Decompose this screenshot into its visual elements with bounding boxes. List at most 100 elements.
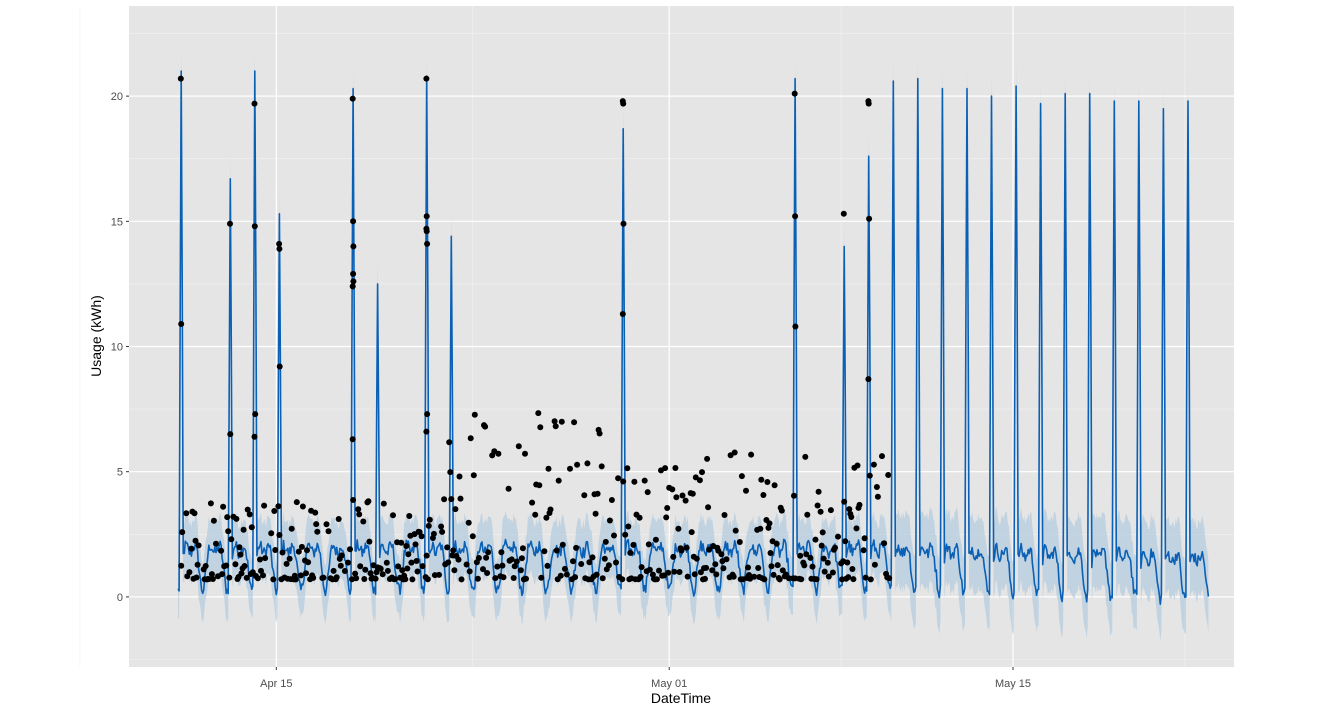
observed-point <box>258 567 264 574</box>
observed-point <box>589 554 596 561</box>
observed-point <box>557 572 564 579</box>
observed-point <box>861 535 868 542</box>
observed-point <box>866 472 873 479</box>
observed-point <box>755 565 762 571</box>
observed-point-peak <box>350 278 357 285</box>
observed-point <box>853 525 860 532</box>
observed-point <box>779 567 786 574</box>
observed-point <box>523 575 529 582</box>
observed-point <box>480 566 486 573</box>
observed-point <box>424 576 431 583</box>
observed-point <box>620 478 627 485</box>
observed-point <box>244 506 251 513</box>
observed-point <box>179 529 186 536</box>
observed-point <box>529 499 536 506</box>
observed-point <box>350 497 357 503</box>
forecast-line <box>177 70 1210 605</box>
forecast-line-path <box>177 70 1210 605</box>
observed-point-peak <box>792 213 799 220</box>
observed-point <box>702 575 708 582</box>
observed-point <box>208 571 215 578</box>
observed-point-peak <box>252 411 259 418</box>
observed-point <box>622 531 629 538</box>
observed-point <box>835 533 841 540</box>
observed-point <box>758 476 765 483</box>
observed-point <box>219 571 226 578</box>
observed-point <box>377 565 384 572</box>
observed-point <box>398 539 405 546</box>
observed-point <box>320 574 327 581</box>
observed-point <box>408 559 415 566</box>
observed-point <box>224 514 231 521</box>
observed-point <box>829 569 836 576</box>
observed-point <box>380 500 387 507</box>
observed-point <box>804 511 811 518</box>
observed-point <box>814 502 821 509</box>
observed-point <box>684 573 691 580</box>
observed-point <box>760 492 767 498</box>
observed-point <box>885 472 892 478</box>
observed-point <box>538 574 545 581</box>
observed-point <box>372 575 379 582</box>
observed-point <box>194 561 201 568</box>
observed-point <box>682 497 689 504</box>
observed-point <box>355 506 362 513</box>
observed-point <box>870 461 877 468</box>
observed-point <box>335 516 342 522</box>
observed-point <box>706 546 713 553</box>
y-tick-label: 0 <box>117 592 123 604</box>
observed-point <box>492 575 499 582</box>
observed-point <box>552 423 559 430</box>
observed-point <box>353 575 360 582</box>
observed-point <box>191 510 198 517</box>
observed-point <box>457 495 464 502</box>
observed-point <box>210 517 217 524</box>
observed-point <box>673 494 680 501</box>
observed-point-peak <box>349 436 356 443</box>
observed-point <box>736 539 743 545</box>
observed-point <box>637 573 644 580</box>
observed-point <box>818 542 825 549</box>
observed-point <box>195 542 202 549</box>
observed-point <box>881 540 888 547</box>
observed-point <box>288 525 295 532</box>
observed-point <box>824 559 831 566</box>
observed-point <box>345 559 351 566</box>
observed-point <box>720 565 727 572</box>
observed-point <box>558 418 565 425</box>
observed-point <box>697 569 704 576</box>
observed-point-peak <box>791 90 798 97</box>
observed-point <box>241 563 248 569</box>
observed-point <box>599 575 606 582</box>
observed-point <box>228 536 235 543</box>
observed-point-peak <box>866 215 873 222</box>
observed-point <box>337 562 344 569</box>
x-axis-title: DateTime <box>651 690 711 706</box>
observed-point <box>455 556 462 563</box>
observed-point <box>809 563 816 570</box>
observed-point <box>867 576 874 583</box>
observed-point <box>188 545 195 552</box>
observed-point <box>495 450 502 457</box>
observed-point <box>676 569 683 575</box>
observed-point <box>671 568 678 575</box>
observed-point <box>213 540 219 547</box>
observed-point <box>475 555 482 561</box>
observed-point <box>813 576 820 583</box>
observed-point <box>313 521 320 528</box>
observed-point <box>310 574 317 581</box>
observed-point <box>403 543 410 549</box>
observed-point <box>430 530 437 537</box>
observed-point <box>352 570 359 577</box>
observed-point <box>602 538 609 545</box>
x-tick-label: Apr 15 <box>260 678 292 690</box>
observed-point <box>551 418 558 425</box>
observed-point <box>646 566 653 573</box>
observed-point <box>338 552 345 559</box>
observed-point <box>260 572 266 579</box>
observed-point <box>846 506 853 513</box>
observed-point <box>283 560 290 567</box>
observed-point <box>705 504 712 511</box>
observed-point-peak <box>620 100 627 107</box>
observed-point <box>879 453 885 460</box>
